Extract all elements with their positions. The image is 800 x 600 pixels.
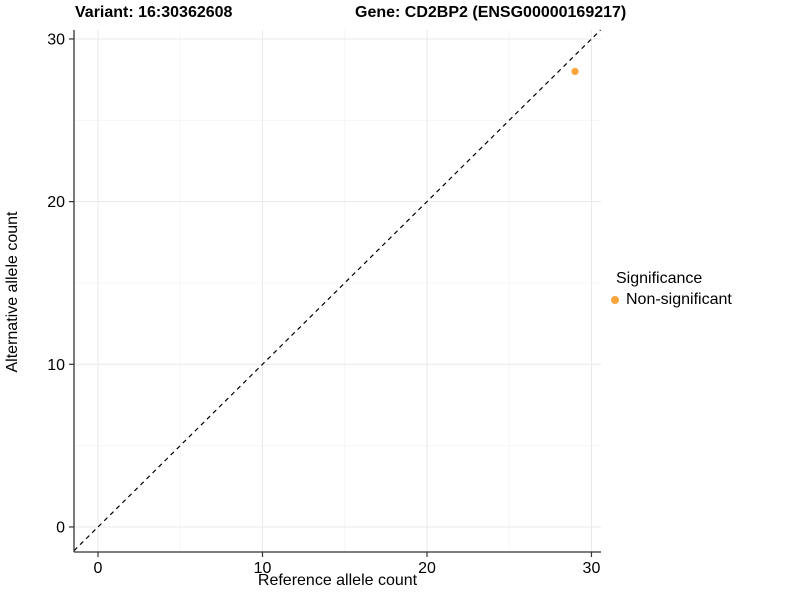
plot-title-gene: Gene: CD2BP2 (ENSG00000169217) bbox=[355, 4, 627, 21]
plot-title-variant: Variant: 16:30362608 bbox=[75, 4, 233, 21]
identity-reference-line bbox=[73, 29, 601, 552]
x-tick-label: 30 bbox=[583, 560, 601, 577]
y-axis-label: Alternative allele count bbox=[4, 211, 21, 373]
legend-item-label: Non-significant bbox=[626, 291, 732, 308]
x-tick-label: 20 bbox=[418, 560, 436, 577]
y-tick-label: 0 bbox=[56, 519, 65, 536]
legend-key bbox=[606, 292, 623, 309]
legend: Significance Non-significant bbox=[606, 270, 732, 309]
y-tick-label: 10 bbox=[47, 357, 65, 374]
x-tick-label: 0 bbox=[94, 560, 103, 577]
x-axis-label: Reference allele count bbox=[257, 572, 418, 589]
legend-title: Significance bbox=[616, 270, 703, 287]
y-tick-label: 30 bbox=[47, 31, 65, 48]
legend-item-non-significant: Non-significant bbox=[606, 291, 732, 309]
data-point bbox=[571, 67, 579, 76]
x-tick-label: 10 bbox=[254, 560, 272, 577]
y-tick-label: 20 bbox=[47, 194, 65, 211]
legend-point-icon bbox=[610, 296, 619, 304]
